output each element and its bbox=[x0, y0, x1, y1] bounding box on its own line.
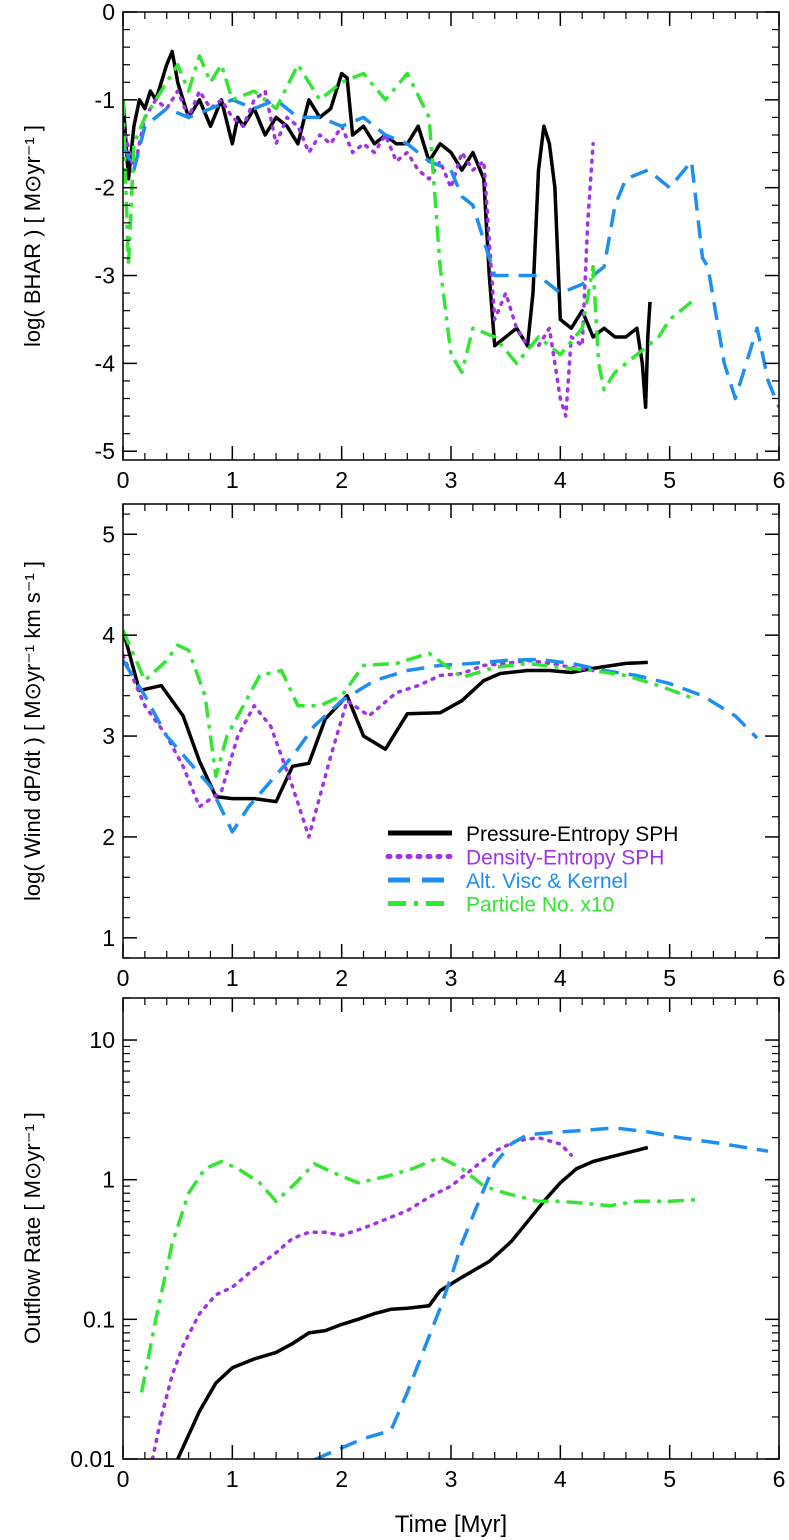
panel-bhar: 0 1 2 3 4 5 6 0 -1 -2 -3 -4 -5 bbox=[95, 0, 786, 493]
x-tick-label: 4 bbox=[554, 467, 567, 493]
legend-label-particle: Particle No. x10 bbox=[466, 894, 614, 917]
plot-frame bbox=[122, 997, 780, 1460]
plot-frame bbox=[122, 503, 780, 959]
x-tick-label: 0 bbox=[117, 467, 130, 493]
y-tick-label: 1 bbox=[102, 925, 115, 951]
y-tick-label: -4 bbox=[95, 350, 116, 376]
x-tick-label: 2 bbox=[335, 1466, 348, 1492]
y-tick-label: 2 bbox=[102, 824, 115, 850]
x-tick-label: 5 bbox=[663, 965, 676, 991]
x-tick-label: 5 bbox=[663, 1466, 676, 1492]
y-tick-label: -1 bbox=[95, 87, 115, 113]
x-tick-label: 1 bbox=[226, 965, 239, 991]
x-tick-label: 1 bbox=[226, 467, 239, 493]
legend-label-density: Density-Entropy SPH bbox=[466, 847, 664, 870]
y-tick-label: 3 bbox=[102, 723, 115, 749]
x-tick-label: 4 bbox=[554, 965, 567, 991]
legend-label-pressure: Pressure-Entropy SPH bbox=[466, 823, 678, 846]
y-tick-label: 0 bbox=[102, 0, 115, 25]
x-tick-label: 6 bbox=[773, 467, 786, 493]
series-line-density bbox=[123, 653, 595, 839]
x-tick-label: 0 bbox=[117, 1466, 130, 1492]
series-line-pressure bbox=[123, 629, 648, 804]
x-tick-label: 2 bbox=[335, 467, 348, 493]
xlabel-time: Time [Myr] bbox=[395, 1511, 507, 1538]
y-tick-label: 0.01 bbox=[70, 1446, 115, 1472]
x-tick-label: 5 bbox=[663, 467, 676, 493]
y-tick-label: -3 bbox=[95, 263, 115, 289]
x-tick-label: 6 bbox=[773, 1466, 786, 1492]
series-line-pressure bbox=[176, 1145, 649, 1459]
ylabel-outflow-rate: Outflow Rate [ M⊙yr⁻¹ ] bbox=[20, 1112, 45, 1344]
series-line-altvisc bbox=[123, 657, 759, 834]
series-line-particle bbox=[123, 54, 693, 392]
series-line-particle bbox=[123, 629, 693, 779]
series-line-altvisc bbox=[123, 98, 779, 408]
y-tick-label: 10 bbox=[89, 1027, 115, 1053]
x-tick-label: 3 bbox=[445, 1466, 458, 1492]
x-tick-label: 3 bbox=[445, 965, 458, 991]
series-line-density bbox=[123, 89, 595, 418]
x-tick-label: 2 bbox=[335, 965, 348, 991]
y-tick-label: -5 bbox=[95, 438, 115, 464]
series-line-particle bbox=[139, 1155, 698, 1393]
x-tick-label: 4 bbox=[554, 1466, 567, 1492]
series-line-pressure bbox=[123, 49, 652, 410]
panel-outflow-rate: 0 1 2 3 4 5 6 0.01 0.1 1 10 bbox=[70, 997, 786, 1492]
x-tick-label: 6 bbox=[773, 965, 786, 991]
x-tick-label: 0 bbox=[117, 965, 130, 991]
ylabel-bhar: log( BHAR ) [ M⊙yr⁻¹ ] bbox=[20, 125, 45, 347]
x-tick-label: 3 bbox=[445, 467, 458, 493]
y-tick-label: -2 bbox=[95, 175, 115, 201]
y-tick-label: 5 bbox=[102, 521, 115, 547]
series-line-density bbox=[150, 1135, 574, 1459]
y-tick-label: 4 bbox=[102, 622, 115, 648]
legend-label-altvisc: Alt. Visc & Kernel bbox=[466, 870, 628, 893]
y-tick-label: 0.1 bbox=[83, 1306, 115, 1332]
ylabel-wind-dpdt: log( Wind dP/dt ) [ M⊙yr⁻¹ km s⁻¹ ] bbox=[20, 561, 45, 901]
plot-frame bbox=[122, 11, 780, 461]
x-tick-label: 1 bbox=[226, 1466, 239, 1492]
series-line-altvisc bbox=[311, 1126, 769, 1459]
y-tick-label: 1 bbox=[102, 1167, 115, 1193]
